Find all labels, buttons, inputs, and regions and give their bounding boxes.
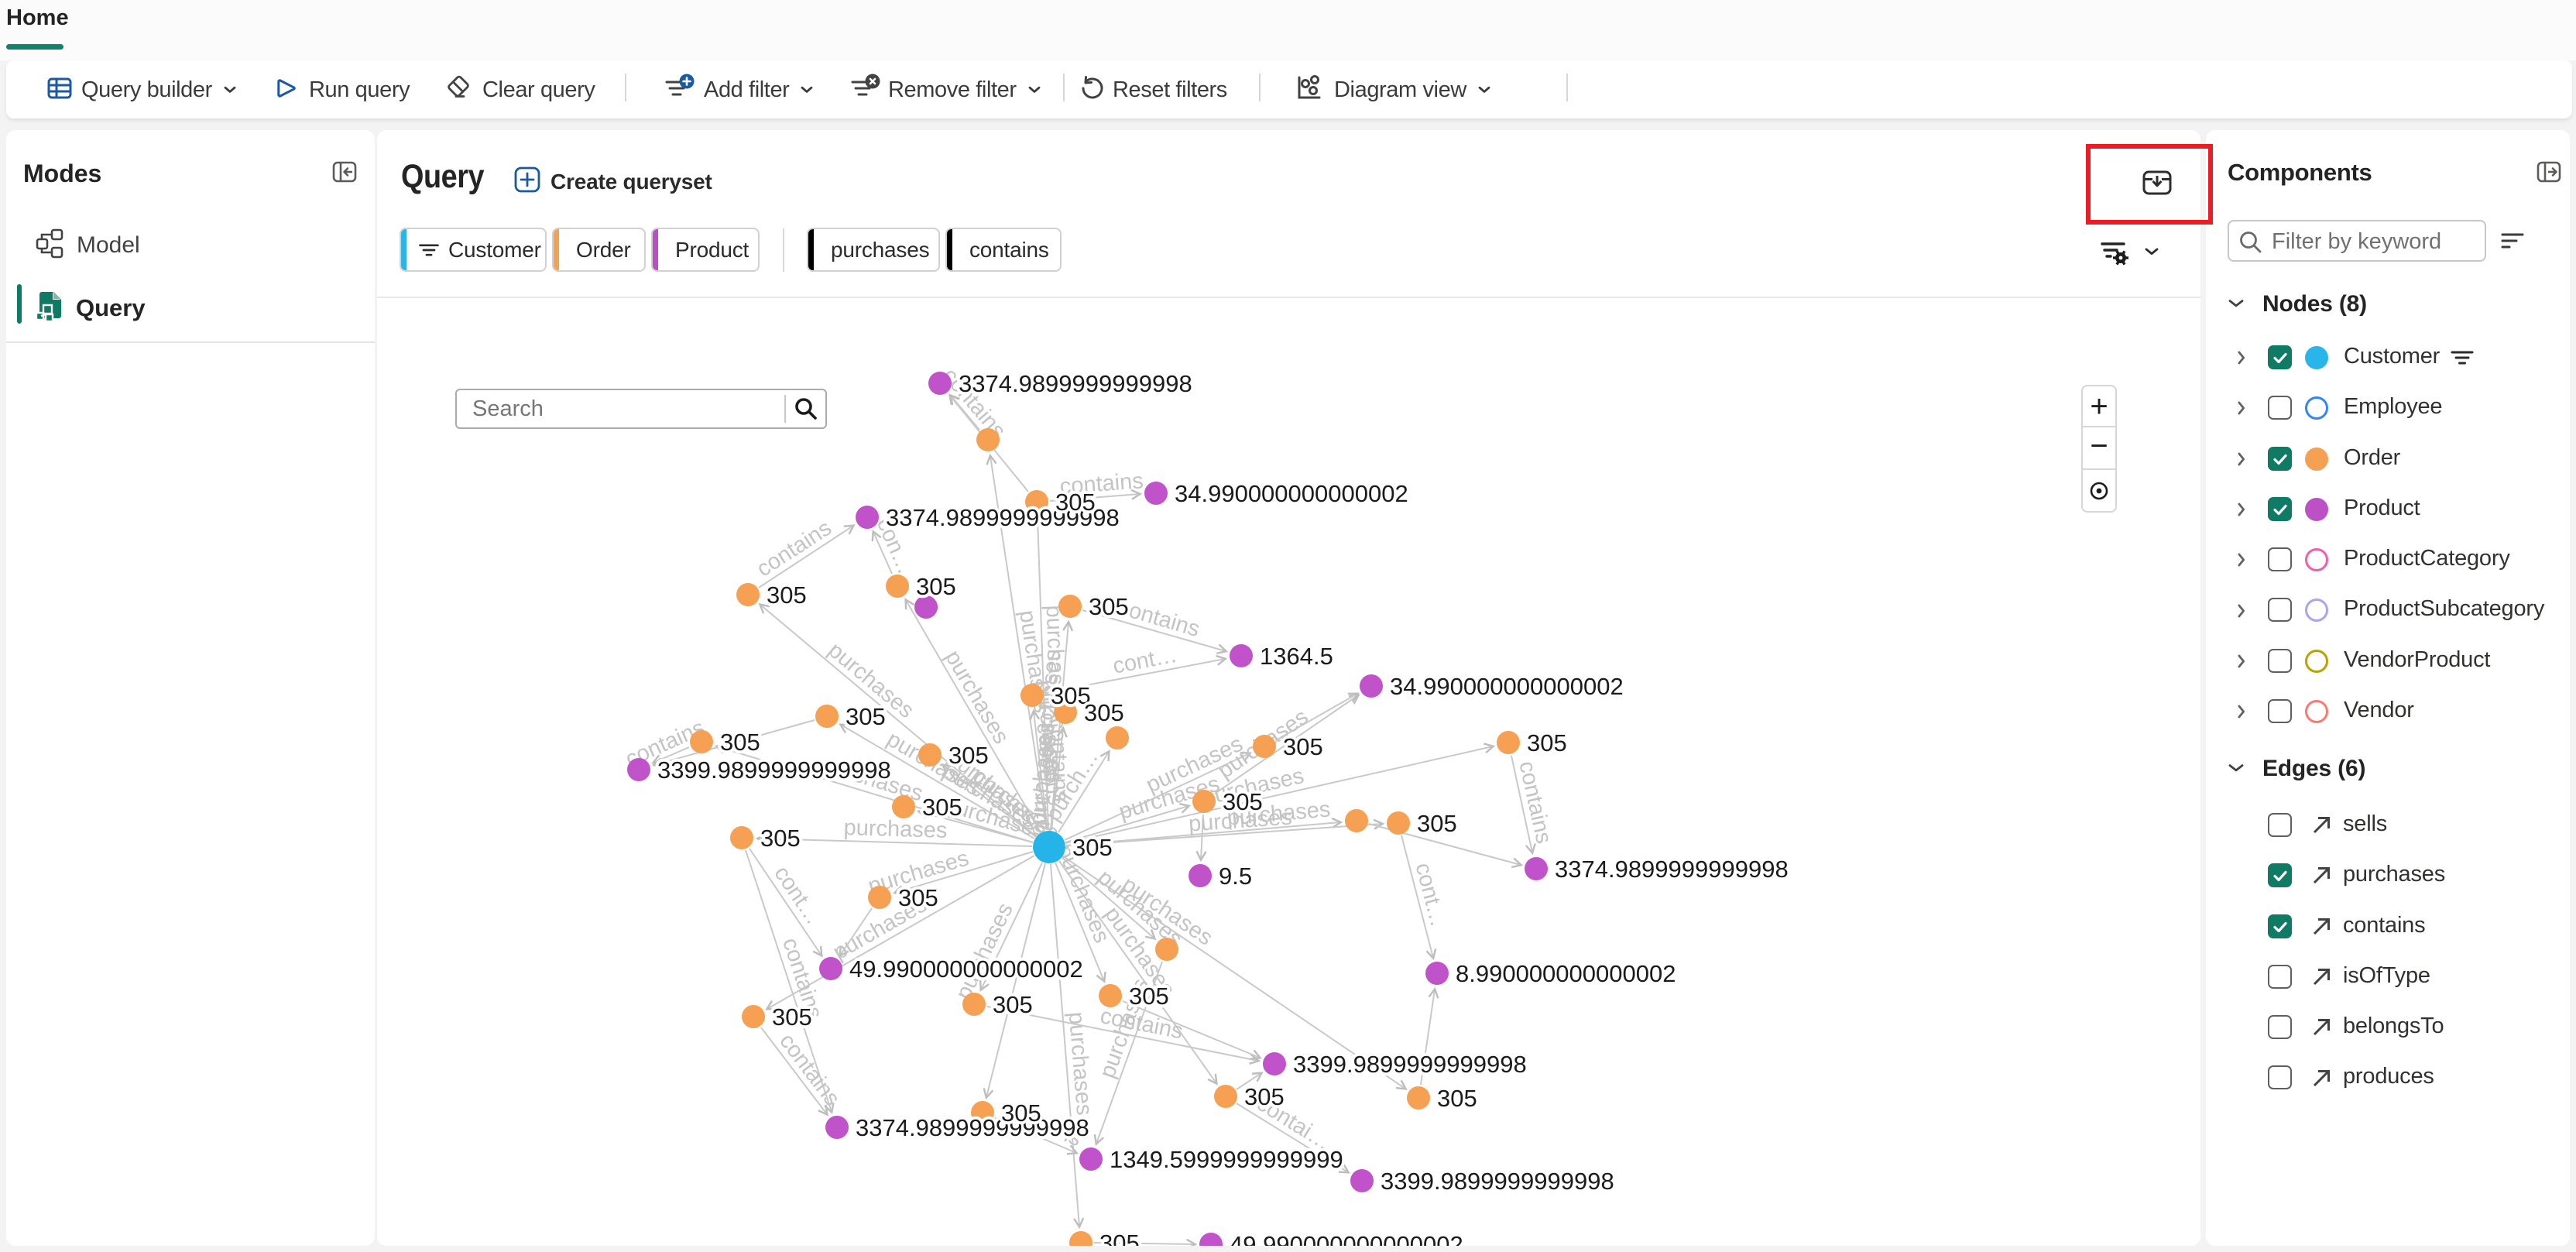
svg-text:305: 305 xyxy=(720,729,760,756)
svg-text:34.990000000000002: 34.990000000000002 xyxy=(1390,673,1624,700)
svg-text:305: 305 xyxy=(1527,729,1567,756)
svg-text:3399.9899999999998: 3399.9899999999998 xyxy=(1293,1051,1527,1078)
svg-text:305: 305 xyxy=(1051,682,1091,709)
svg-text:purchases: purchases xyxy=(1041,605,1070,709)
svg-text:305: 305 xyxy=(1001,1099,1041,1127)
svg-text:305: 305 xyxy=(1072,834,1113,861)
svg-text:305: 305 xyxy=(846,703,886,730)
svg-text:8.990000000000002: 8.990000000000002 xyxy=(1456,960,1676,987)
svg-text:3399.9899999999998: 3399.9899999999998 xyxy=(657,756,891,784)
svg-text:contains: contains xyxy=(774,1029,845,1110)
svg-text:3374.9899999999998: 3374.9899999999998 xyxy=(886,504,1120,531)
svg-text:305: 305 xyxy=(916,573,956,600)
svg-text:305: 305 xyxy=(1437,1085,1477,1112)
svg-text:305: 305 xyxy=(1099,1230,1140,1246)
svg-text:305: 305 xyxy=(1129,983,1169,1010)
svg-text:305: 305 xyxy=(767,581,807,609)
svg-text:305: 305 xyxy=(922,794,962,821)
svg-text:purchases: purchases xyxy=(940,647,1014,749)
svg-text:3374.9899999999998: 3374.9899999999998 xyxy=(1555,856,1789,883)
svg-text:49.990000000000002: 49.990000000000002 xyxy=(849,955,1083,983)
svg-text:1364.5: 1364.5 xyxy=(1260,643,1333,670)
svg-text:305: 305 xyxy=(1283,733,1323,760)
svg-text:3374.9899999999998: 3374.9899999999998 xyxy=(856,1114,1089,1141)
svg-text:3399.9899999999998: 3399.9899999999998 xyxy=(1381,1168,1614,1195)
svg-text:305: 305 xyxy=(760,825,801,852)
svg-text:3374.9899999999998: 3374.9899999999998 xyxy=(959,370,1192,397)
svg-text:305: 305 xyxy=(772,1003,812,1031)
svg-text:contains: contains xyxy=(1045,718,1073,802)
svg-text:contains: contains xyxy=(1514,759,1556,846)
svg-text:305: 305 xyxy=(1055,489,1096,516)
svg-text:1349.5999999999999: 1349.5999999999999 xyxy=(1110,1146,1343,1173)
svg-text:49.990000000000002: 49.990000000000002 xyxy=(1230,1231,1463,1246)
svg-text:305: 305 xyxy=(1417,810,1457,837)
svg-text:305: 305 xyxy=(1244,1083,1285,1110)
svg-text:9.5: 9.5 xyxy=(1219,863,1252,890)
svg-text:purchases: purchases xyxy=(951,899,1017,1003)
svg-text:305: 305 xyxy=(898,884,938,911)
svg-text:305: 305 xyxy=(948,742,989,769)
svg-text:305: 305 xyxy=(1084,699,1124,726)
svg-text:305: 305 xyxy=(1089,593,1129,620)
svg-text:contains: contains xyxy=(753,516,836,582)
svg-text:305: 305 xyxy=(993,991,1033,1018)
svg-text:34.990000000000002: 34.990000000000002 xyxy=(1175,480,1408,507)
svg-text:purchases: purchases xyxy=(843,815,948,843)
svg-text:contains: contains xyxy=(1059,468,1144,499)
svg-text:305: 305 xyxy=(1223,788,1263,815)
